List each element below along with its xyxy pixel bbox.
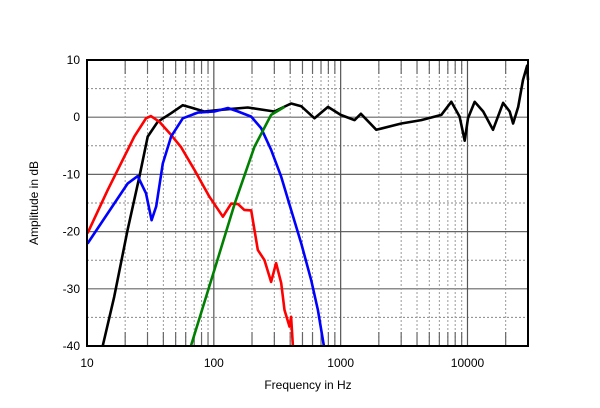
y-tick-label: -30 [63, 282, 81, 296]
y-tick-label: -40 [63, 339, 81, 353]
x-tick-label: 10 [80, 356, 94, 370]
y-tick-labels: 10 0 -10 -20 -30 -40 [63, 53, 81, 353]
x-tick-label: 1000 [327, 356, 354, 370]
grid [86, 59, 529, 347]
y-axis-label: Amplitude in dB [27, 161, 41, 245]
series-group [86, 64, 530, 347]
x-tick-labels: 10 100 1000 10000 [80, 356, 484, 370]
series-line-0 [101, 64, 530, 347]
series-line-1 [86, 114, 295, 347]
series-line-3 [189, 105, 286, 347]
y-tick-label: 10 [67, 53, 81, 67]
x-tick-label: 100 [204, 356, 224, 370]
x-tick-label: 10000 [451, 356, 485, 370]
y-tick-label: -20 [63, 225, 81, 239]
plot-frame [86, 59, 529, 347]
series-line-2 [86, 106, 326, 347]
y-tick-label: 0 [73, 110, 80, 124]
y-tick-label: -10 [63, 167, 81, 181]
x-axis-label: Frequency in Hz [264, 378, 351, 392]
